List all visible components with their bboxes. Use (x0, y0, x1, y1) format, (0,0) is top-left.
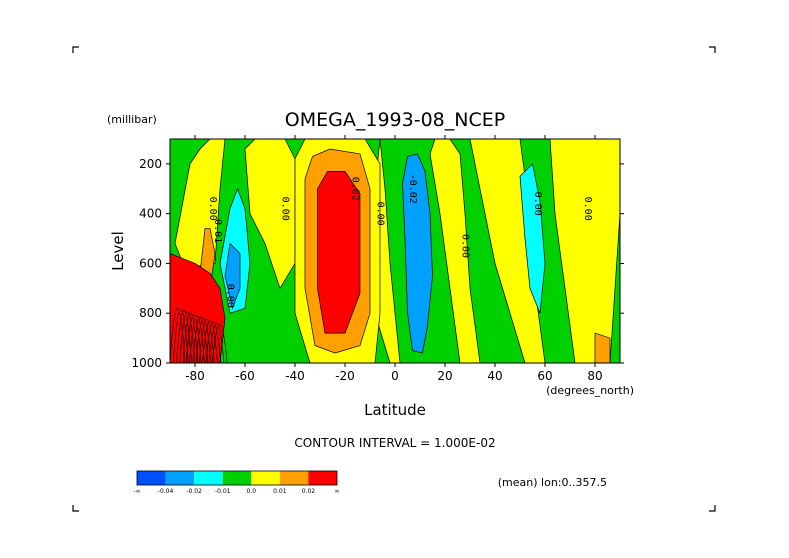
chart-title: OMEGA_1993-08_NCEP (285, 109, 505, 131)
x-tick-label: 60 (537, 369, 552, 383)
region-south-descent-red (317, 171, 361, 334)
contour-line-polar (169, 308, 186, 364)
contour-line-polar (205, 321, 222, 364)
colorbar-swatch (251, 471, 280, 485)
corner-marks (72, 46, 716, 512)
x-tick-label: 0 (391, 369, 399, 383)
band-south-blue (224, 242, 241, 310)
y-units-label: (millibar) (107, 113, 157, 126)
contour-line-polar (211, 324, 228, 364)
contour-line-polar (192, 316, 209, 364)
corner-mark-bottom-right (709, 505, 716, 512)
contour-line-polar (189, 315, 205, 364)
x-tick-label: -80 (185, 369, 205, 383)
x-axis-label: Latitude (364, 401, 426, 419)
y-axis: 200 400 600 800 1000 (131, 157, 624, 370)
colorbar-swatch (308, 471, 337, 485)
y-axis-label: Level (109, 231, 127, 271)
colorbar-swatch (194, 471, 223, 485)
contour-label: 0.01 (212, 219, 223, 243)
colorbar-label: ∞ (335, 488, 340, 495)
corner-mark-top-right (709, 46, 716, 53)
x-tick-label: 20 (437, 369, 452, 383)
x-axis: -80 -60 -40 -20 0 20 40 60 80 (185, 135, 603, 383)
contour-line-polar (179, 311, 196, 364)
contour-line-polar (195, 317, 212, 364)
band-north-orange (594, 332, 611, 364)
contour-label: 0.00 (532, 192, 543, 216)
region-north-strong-ascent (402, 153, 433, 354)
colorbar-swatch (165, 471, 195, 485)
y-tick-label: 400 (139, 207, 162, 221)
colorbar-label: -0.04 (158, 488, 174, 495)
colorbar-label: 0.0 (247, 488, 257, 495)
colorbar: -∞ -0.04 -0.02 -0.01 0.0 0.01 0.02 ∞ (133, 470, 340, 495)
colorbar-swatch (222, 471, 252, 485)
colorbar-label: -∞ (133, 488, 140, 495)
contour-label: 0.00 (207, 197, 218, 221)
x-tick-label: -40 (285, 369, 305, 383)
contour-line-polar (208, 323, 225, 364)
contour-label: 0.00 (375, 202, 386, 226)
colorbar-swatch (279, 471, 309, 485)
y-tick-label: 1000 (131, 356, 162, 370)
colorbar-label: -0.02 (186, 488, 202, 495)
colorbar-label: -0.01 (215, 488, 231, 495)
band-north-cyan (519, 163, 546, 314)
contour-line-polar (182, 312, 199, 364)
x-tick-label: 80 (587, 369, 602, 383)
y-tick-label: 200 (139, 157, 162, 171)
corner-mark-bottom-left (72, 505, 79, 512)
y-tick-label: 600 (139, 256, 162, 270)
colorbar-label: 0.01 (273, 488, 287, 495)
footnote-text: (mean) lon:0..357.5 (498, 476, 607, 489)
corner-mark-top-left (72, 46, 79, 53)
contour-label: 0.00 (280, 197, 291, 221)
colorbar-label: 0.02 (302, 488, 316, 495)
x-tick-label: -60 (235, 369, 255, 383)
contour-line-polar (172, 309, 189, 364)
contour-line-polar (185, 314, 202, 364)
contour-label: 0.02 (350, 177, 361, 201)
contour-lines (169, 308, 228, 364)
contour-regions (294, 138, 433, 364)
colorbar-swatch (137, 471, 166, 485)
contour-line-polar (198, 319, 215, 364)
contour-bands (169, 138, 621, 364)
contour-labels: 0.00 0.000.020.00-0.020.000.00 0.000.000.0… (207, 174, 593, 308)
plot-area: 0.00 0.000.020.00-0.020.000.00 0.000.000.0… (169, 138, 621, 364)
contour-label: -0.02 (407, 174, 418, 204)
x-tick-label: -20 (335, 369, 355, 383)
contour-label: 0.00 (582, 197, 593, 221)
contour-label: 0.00 (460, 234, 471, 258)
contour-label: 0.00 (225, 284, 236, 308)
contour-line-polar (176, 310, 192, 364)
x-units-label: (degrees_north) (546, 384, 634, 397)
x-tick-label: 40 (487, 369, 502, 383)
contour-line-polar (202, 320, 218, 364)
colorbar-frame (136, 470, 338, 486)
y-tick-label: 800 (139, 306, 162, 320)
contour-interval-text: CONTOUR INTERVAL = 1.000E-02 (294, 436, 495, 450)
